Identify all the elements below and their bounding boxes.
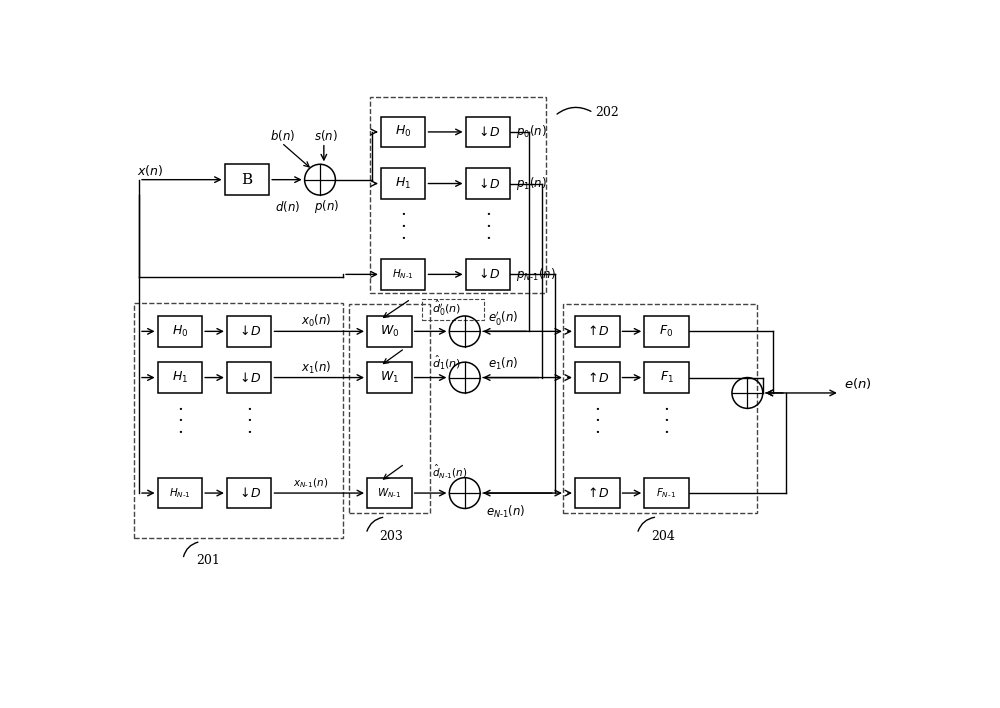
Text: .: . — [485, 213, 491, 231]
Text: 204: 204 — [651, 530, 675, 542]
Text: B: B — [241, 173, 252, 187]
Text: $x_1(n)$: $x_1(n)$ — [301, 360, 331, 376]
Text: .: . — [400, 202, 406, 219]
FancyArrowPatch shape — [367, 518, 383, 531]
Text: $p_0(n)$: $p_0(n)$ — [516, 123, 547, 140]
Text: $p(n)$: $p(n)$ — [314, 198, 339, 215]
Text: 203: 203 — [379, 530, 403, 542]
Text: .: . — [485, 202, 491, 219]
Bar — [466, 168, 510, 199]
Text: $e(n)$: $e(n)$ — [844, 376, 871, 392]
Text: .: . — [664, 418, 669, 437]
Bar — [225, 164, 269, 195]
Text: .: . — [664, 407, 669, 425]
Bar — [575, 316, 620, 347]
Text: .: . — [594, 407, 600, 425]
Text: $\hat{d}_0'(n)$: $\hat{d}_0'(n)$ — [432, 299, 461, 318]
Text: $p_1(n)$: $p_1(n)$ — [516, 175, 547, 192]
Text: $\downarrow\!D$: $\downarrow\!D$ — [237, 486, 261, 500]
Text: $H_{N\text{-}1}$: $H_{N\text{-}1}$ — [169, 486, 191, 500]
Text: $F_{N\text{-}1}$: $F_{N\text{-}1}$ — [656, 486, 677, 500]
FancyArrowPatch shape — [638, 518, 655, 531]
Text: $H_0$: $H_0$ — [172, 324, 188, 339]
Bar — [134, 303, 343, 537]
Text: 201: 201 — [196, 554, 220, 567]
FancyArrowPatch shape — [184, 542, 198, 556]
Bar — [466, 117, 510, 147]
Text: $H_{N\text{-}1}$: $H_{N\text{-}1}$ — [392, 268, 414, 281]
Text: $b(n)$: $b(n)$ — [270, 128, 295, 143]
Text: $\downarrow\!D$: $\downarrow\!D$ — [237, 324, 261, 338]
Text: $\downarrow\!D$: $\downarrow\!D$ — [476, 176, 500, 190]
FancyArrowPatch shape — [557, 108, 591, 114]
Bar — [370, 96, 546, 293]
Text: .: . — [664, 396, 669, 413]
Text: .: . — [485, 224, 491, 243]
Text: 202: 202 — [596, 106, 619, 119]
Text: $\hat{d}_{N\text{-}1}(n)$: $\hat{d}_{N\text{-}1}(n)$ — [432, 462, 467, 481]
Bar — [158, 362, 202, 393]
Text: $\uparrow\!D$: $\uparrow\!D$ — [585, 486, 609, 500]
Bar — [381, 259, 425, 290]
Text: $x(n)$: $x(n)$ — [137, 163, 163, 178]
Bar — [158, 478, 202, 508]
Text: .: . — [400, 213, 406, 231]
Text: $F_1$: $F_1$ — [660, 370, 673, 385]
Bar — [227, 316, 271, 347]
Text: .: . — [177, 407, 183, 425]
Text: $e_{N\text{-}1}(n)$: $e_{N\text{-}1}(n)$ — [486, 504, 526, 520]
Bar — [158, 316, 202, 347]
Text: $H_1$: $H_1$ — [395, 176, 411, 191]
Bar — [227, 478, 271, 508]
Text: .: . — [400, 224, 406, 243]
Text: .: . — [177, 418, 183, 437]
Bar — [575, 362, 620, 393]
Text: $d(n)$: $d(n)$ — [275, 199, 300, 214]
Bar — [227, 362, 271, 393]
Text: $\uparrow\!D$: $\uparrow\!D$ — [585, 324, 609, 338]
Bar — [422, 299, 484, 320]
Text: $W_1$: $W_1$ — [380, 370, 399, 385]
Text: .: . — [177, 396, 183, 413]
Bar — [466, 259, 510, 290]
Text: $\downarrow\!D$: $\downarrow\!D$ — [237, 370, 261, 384]
Bar — [381, 117, 425, 147]
Text: $H_0$: $H_0$ — [395, 125, 411, 139]
Text: .: . — [594, 418, 600, 437]
Bar — [349, 304, 430, 513]
Text: $\downarrow\!D$: $\downarrow\!D$ — [476, 268, 500, 281]
Text: .: . — [246, 407, 252, 425]
Text: $e_0'(n)$: $e_0'(n)$ — [488, 309, 518, 326]
Text: $W_0$: $W_0$ — [380, 324, 399, 339]
Text: $W_{N\text{-}1}$: $W_{N\text{-}1}$ — [377, 486, 401, 500]
Bar — [644, 316, 689, 347]
Text: .: . — [594, 396, 600, 413]
Text: $s(n)$: $s(n)$ — [314, 128, 338, 143]
Bar — [563, 304, 757, 513]
Bar — [367, 316, 412, 347]
Text: $p_{N\text{-}1}(n)$: $p_{N\text{-}1}(n)$ — [516, 266, 556, 283]
Text: $F_0$: $F_0$ — [659, 324, 674, 339]
Bar — [644, 362, 689, 393]
Bar — [367, 478, 412, 508]
Text: $\hat{d}_1(n)$: $\hat{d}_1(n)$ — [432, 353, 461, 371]
Text: .: . — [246, 396, 252, 413]
Text: $\downarrow\!D$: $\downarrow\!D$ — [476, 125, 500, 139]
Text: $x_{N\text{-}1}(n)$: $x_{N\text{-}1}(n)$ — [293, 476, 328, 490]
Bar — [367, 362, 412, 393]
Text: $x_0(n)$: $x_0(n)$ — [301, 314, 331, 329]
Bar — [644, 478, 689, 508]
Text: .: . — [246, 418, 252, 437]
Bar — [381, 168, 425, 199]
Text: $H_1$: $H_1$ — [172, 370, 188, 385]
Text: $\uparrow\!D$: $\uparrow\!D$ — [585, 370, 609, 384]
Bar — [575, 478, 620, 508]
Text: $e_1(n)$: $e_1(n)$ — [488, 355, 518, 372]
